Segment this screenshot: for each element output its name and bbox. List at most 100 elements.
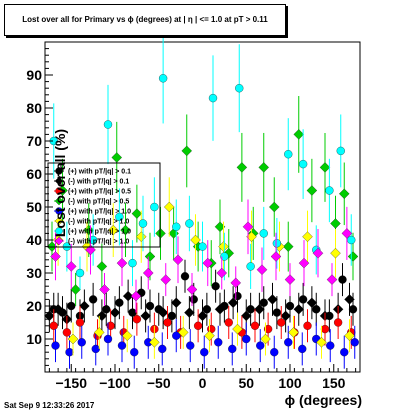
data-point (122, 330, 133, 341)
data-point (208, 93, 218, 103)
data-point (298, 295, 308, 304)
data-point (284, 274, 296, 285)
data-point (330, 247, 341, 259)
x-tick-label: 50 (238, 375, 254, 391)
data-point (185, 219, 194, 228)
data-point (202, 257, 213, 269)
data-point (280, 310, 291, 322)
data-point (218, 241, 229, 252)
data-point (269, 201, 280, 213)
y-tick-label: 10 (26, 331, 42, 347)
data-point (158, 74, 168, 83)
data-point (204, 330, 215, 341)
legend-entry: (-) with pT/|q| > 0.1 (68, 179, 129, 186)
legend-entry: (-) with pT/|q| > 1.0 (68, 239, 129, 246)
data-point (91, 344, 100, 354)
x-tick-label: −100 (99, 375, 131, 391)
data-point (220, 252, 229, 261)
data-point (241, 310, 252, 322)
data-point (77, 338, 86, 347)
legend-marker (54, 236, 64, 246)
data-point (181, 145, 192, 157)
data-point (200, 348, 209, 357)
data-point (259, 229, 268, 238)
data-point (117, 341, 127, 350)
legend-marker (55, 187, 63, 195)
legend-entry: (+) with pT/|q| > 1.0 (68, 209, 131, 216)
data-point (51, 341, 60, 350)
data-point (320, 324, 330, 334)
data-point (150, 202, 159, 212)
data-point (88, 295, 98, 304)
y-tick-label: 40 (26, 232, 42, 248)
data-point (149, 337, 160, 348)
y-tick-label: 60 (26, 166, 42, 182)
y-tick-label: 50 (26, 199, 42, 215)
data-point (236, 162, 248, 173)
title-box: Lost over all for Primary vs ϕ (degrees)… (4, 4, 286, 36)
x-tick-label: 0 (199, 375, 207, 391)
data-point (256, 341, 265, 350)
data-point (341, 228, 353, 239)
data-point (144, 251, 156, 262)
data-point (94, 327, 105, 338)
data-point (263, 324, 273, 334)
data-point (319, 162, 331, 173)
data-point (145, 301, 155, 311)
data-point (242, 334, 251, 344)
data-point (344, 330, 355, 341)
data-point (138, 219, 148, 228)
legend-entry: (-) with pT/|q| > 0.5 (68, 199, 129, 206)
data-point (136, 231, 147, 242)
data-point (339, 188, 350, 200)
data-point (172, 222, 181, 231)
data-point (224, 318, 233, 327)
data-point (75, 268, 85, 278)
y-tick-label: 20 (26, 298, 42, 314)
data-point (277, 318, 286, 327)
data-point (131, 208, 143, 219)
data-point (189, 295, 198, 304)
data-point (348, 305, 358, 314)
data-point (172, 254, 184, 266)
x-tick-label: −150 (55, 375, 87, 391)
data-point (347, 235, 356, 245)
data-point (306, 297, 318, 308)
data-point (180, 272, 190, 281)
y-axis-label: Lost over all (%) (52, 128, 69, 238)
data-point (228, 344, 237, 354)
data-point (272, 308, 282, 317)
data-point (272, 239, 282, 248)
axes: −150 −100 −50 0 50 100 150 10 20 30 40 50 60 70 80 90 (26, 48, 357, 391)
data-point (298, 344, 307, 354)
data-point (160, 274, 171, 285)
x-tick-label: −50 (147, 375, 171, 391)
data-point (186, 284, 198, 295)
data-point (143, 267, 154, 279)
x-tick-label: 100 (278, 375, 302, 391)
data-point (186, 341, 195, 350)
data-point (116, 257, 128, 269)
data-point (227, 297, 239, 308)
data-point (157, 307, 169, 318)
data-point (284, 338, 293, 347)
data-point (270, 251, 282, 262)
data-point (44, 310, 55, 322)
data-point (52, 304, 64, 315)
data-point (172, 331, 181, 340)
data-point (246, 262, 255, 271)
data-point (115, 212, 124, 222)
data-point (120, 224, 131, 236)
legend-marker (54, 216, 64, 226)
y-tick-label: 80 (26, 100, 42, 116)
data-point (171, 297, 182, 308)
data-point (70, 284, 81, 295)
legend-entry: (+) with pT/|q| > 1.0 (68, 229, 131, 236)
data-point (49, 321, 58, 330)
data-point (233, 291, 242, 301)
data-point (65, 348, 74, 357)
data-point (88, 235, 98, 245)
data-point (223, 247, 234, 259)
data-point (325, 186, 334, 195)
data-point (103, 120, 113, 129)
